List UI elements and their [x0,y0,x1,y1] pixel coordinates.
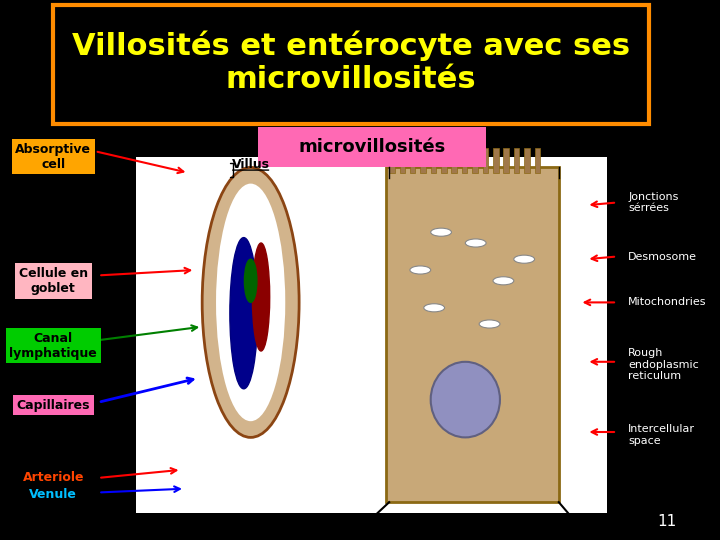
Text: Arteriole: Arteriole [22,471,84,484]
Text: Cellule en
goblet: Cellule en goblet [19,267,88,295]
Text: 11: 11 [657,514,677,529]
Ellipse shape [431,228,451,237]
FancyBboxPatch shape [53,5,649,124]
Bar [386,167,559,502]
Ellipse shape [410,266,431,274]
Text: Desmosome: Desmosome [628,252,697,261]
Bar [410,148,415,173]
Text: Venule: Venule [30,488,77,501]
Text: Villosités et entérocyte avec ses
microvillosités: Villosités et entérocyte avec ses microv… [72,30,630,94]
Bar [472,148,478,173]
Ellipse shape [465,239,486,247]
Text: Rough
endoplasmic
reticulum: Rough endoplasmic reticulum [628,348,699,381]
Ellipse shape [424,303,444,312]
Bar [441,148,446,173]
FancyBboxPatch shape [258,127,486,167]
Ellipse shape [431,362,500,437]
Text: Jonctions
sérrées: Jonctions sérrées [628,192,678,213]
Bar [389,148,395,173]
Text: Canal
lymphatique: Canal lymphatique [9,332,97,360]
Text: Mitochondries: Mitochondries [628,298,706,307]
Bar [493,148,498,173]
Ellipse shape [202,167,299,437]
Bar [400,148,405,173]
Ellipse shape [480,320,500,328]
Text: Capillaires: Capillaires [17,399,90,411]
Bar [420,148,426,173]
Ellipse shape [216,184,285,421]
Text: Intercellular
space: Intercellular space [628,424,695,446]
Ellipse shape [514,255,534,263]
Ellipse shape [230,238,258,389]
Bar [431,148,436,173]
Ellipse shape [493,276,514,285]
Text: Villus: Villus [232,158,270,171]
Bar [482,148,488,173]
Bar [503,148,509,173]
Text: Absorptive
cell: Absorptive cell [15,143,91,171]
Bar [534,148,540,173]
Text: microvillosités: microvillosités [298,138,446,156]
Bar [524,148,530,173]
Bar [462,148,467,173]
Bar [451,148,457,173]
Bar [136,157,607,513]
Ellipse shape [253,243,270,351]
Ellipse shape [244,259,257,302]
Bar [514,148,519,173]
